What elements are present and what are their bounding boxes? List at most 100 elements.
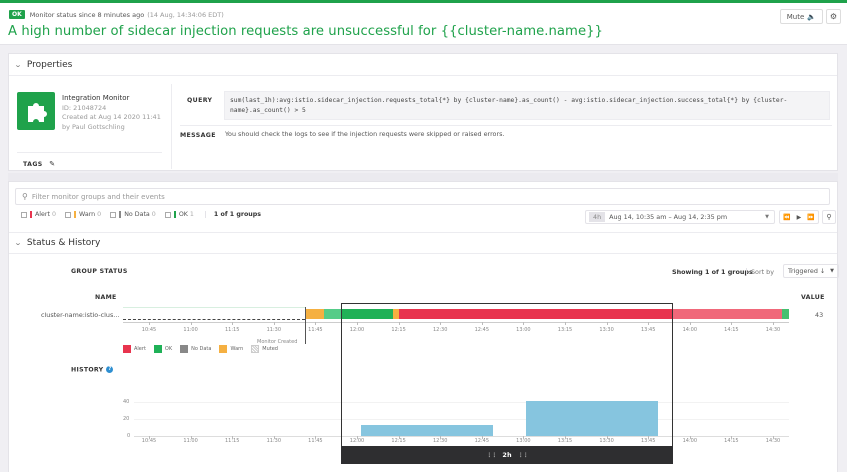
- query-line: sum(last_1h):avg:istio.sidecar_injection…: [230, 97, 788, 104]
- tick-mark: [606, 322, 608, 325]
- caret-down-icon: ▼: [765, 214, 769, 220]
- chip-count: 0: [97, 211, 102, 218]
- status-panel: ⚲ Filter monitor groups and their events…: [8, 181, 839, 472]
- gear-icon: ⚙: [829, 12, 838, 21]
- tick-label: 12:45: [474, 327, 490, 333]
- filter-chip-nodata[interactable]: No Data 0: [110, 211, 156, 218]
- tick-mark: [190, 436, 192, 439]
- monitor-created-label: Monitor Created: [257, 339, 298, 345]
- magnifier-icon: ⚲: [826, 213, 832, 221]
- tick-mark: [149, 436, 150, 439]
- tick-mark: [773, 322, 774, 325]
- status-line: OK Monitor status since 8 minutes ago (1…: [9, 10, 224, 19]
- legend-item: Muted: [251, 345, 278, 353]
- status-segment-alert: [673, 309, 782, 319]
- tick-mark: [523, 436, 525, 439]
- sort-by-label: Sort by: [746, 268, 774, 276]
- filter-input[interactable]: ⚲ Filter monitor groups and their events: [15, 188, 830, 205]
- puzzle-icon: [17, 92, 55, 130]
- sort-select[interactable]: Triggered ↓ ▼: [783, 264, 839, 278]
- checkbox[interactable]: [164, 211, 171, 218]
- chip-count: 1: [189, 211, 194, 218]
- tick-label: 13:45: [640, 327, 656, 333]
- filter-placeholder: Filter monitor groups and their events: [31, 192, 165, 201]
- name-header: NAME: [95, 294, 117, 301]
- tick-mark: [315, 322, 317, 325]
- drag-grip-icon[interactable]: ⋮⋮: [517, 451, 529, 459]
- zoom-button[interactable]: ⚲: [822, 210, 836, 224]
- tick-mark: [398, 436, 400, 439]
- checkbox[interactable]: [110, 211, 117, 218]
- status-history-header[interactable]: ⌄ Status & History: [9, 232, 837, 254]
- chevron-down-icon: ⌄: [13, 239, 23, 247]
- status-segment-ok: [324, 309, 341, 319]
- legend-label: Warn: [230, 346, 244, 352]
- tick-label: 14:15: [724, 438, 739, 444]
- chip-label: Warn: [79, 211, 96, 218]
- query-label: QUERY: [187, 97, 213, 104]
- rewind-icon[interactable]: ⏪: [783, 213, 791, 221]
- y-tick: 0: [127, 433, 131, 439]
- drag-grip-icon[interactable]: ⋮⋮: [486, 451, 497, 459]
- tick-mark: [481, 322, 483, 325]
- brush-label: 2h: [502, 451, 512, 459]
- chip-label: Alert: [35, 211, 50, 218]
- group-name[interactable]: cluster-name:istio-clus...: [41, 311, 120, 319]
- group-value: 43: [815, 311, 824, 319]
- monitor-header: OK Monitor status since 8 minutes ago (1…: [0, 3, 847, 45]
- monitor-id: ID: 21048724: [62, 103, 107, 112]
- integration-info: Integration Monitor ID: 21048724 Created…: [62, 94, 161, 132]
- tick-mark: [232, 436, 234, 439]
- tick-label: 11:30: [266, 327, 282, 333]
- legend-item: No Data: [180, 345, 211, 353]
- tick-mark: [273, 436, 275, 439]
- brush-handle[interactable]: ⋮⋮ 2h ⋮⋮: [341, 446, 673, 464]
- chip-count: 0: [151, 211, 156, 218]
- speaker-icon: 🔈: [807, 12, 816, 21]
- time-axis: [123, 322, 789, 323]
- tick-mark: [648, 322, 650, 325]
- legend-label: No Data: [191, 346, 212, 352]
- status-history-title: Status & History: [26, 238, 101, 248]
- settings-button[interactable]: ⚙: [826, 9, 841, 24]
- tick-label: 11:45: [308, 438, 323, 444]
- tick-label: 11:00: [183, 438, 198, 444]
- sort-value: Triggered ↓: [788, 267, 826, 275]
- time-range-selector[interactable]: 4h Aug 14, 10:35 am – Aug 14, 2:35 pm ▼: [585, 210, 775, 224]
- pencil-icon[interactable]: ✎: [49, 160, 56, 168]
- tick-mark: [481, 436, 483, 439]
- chevron-down-icon: ⌄: [13, 60, 23, 69]
- tick-label: 12:30: [432, 327, 448, 333]
- legend-item: OK: [153, 345, 172, 353]
- history-text: HISTORY: [71, 366, 104, 374]
- alert-color-bar: [30, 211, 32, 218]
- query-box: sum(last_1h):avg:istio.sidecar_injection…: [224, 91, 830, 120]
- properties-header[interactable]: ⌄ Properties: [9, 54, 837, 76]
- groups-count: 1 of 1 groups: [204, 211, 261, 218]
- filter-chip-alert[interactable]: Alert 0: [21, 211, 56, 218]
- divider: [180, 125, 832, 126]
- checkbox[interactable]: [21, 211, 27, 218]
- time-duration: 4h: [589, 212, 606, 222]
- tick-mark: [689, 322, 691, 325]
- tick-label: 13:00: [516, 438, 531, 444]
- help-icon[interactable]: ?: [106, 366, 114, 373]
- tick-label: 11:15: [224, 438, 240, 444]
- filter-chip-warn[interactable]: Warn 0: [65, 211, 101, 218]
- mute-label: Mute: [786, 12, 805, 21]
- fast-forward-icon[interactable]: ⏩: [807, 213, 815, 221]
- checkbox[interactable]: [65, 211, 72, 218]
- tick-label: 10:45: [141, 438, 157, 444]
- group-status-label: GROUP STATUS: [71, 268, 128, 275]
- tick-label: 12:00: [349, 327, 365, 333]
- status-badge: OK: [9, 10, 25, 19]
- tick-label: 13:00: [516, 327, 531, 333]
- play-icon[interactable]: ▶: [796, 213, 802, 221]
- tick-mark: [565, 436, 566, 439]
- mute-button[interactable]: Mute 🔈: [779, 9, 823, 24]
- history-label: HISTORY?: [71, 366, 114, 374]
- no-data-dashed-line: [123, 319, 305, 320]
- filter-chip-ok[interactable]: OK 1: [164, 211, 194, 218]
- tick-label: 12:45: [474, 438, 490, 444]
- tick-mark: [398, 322, 400, 325]
